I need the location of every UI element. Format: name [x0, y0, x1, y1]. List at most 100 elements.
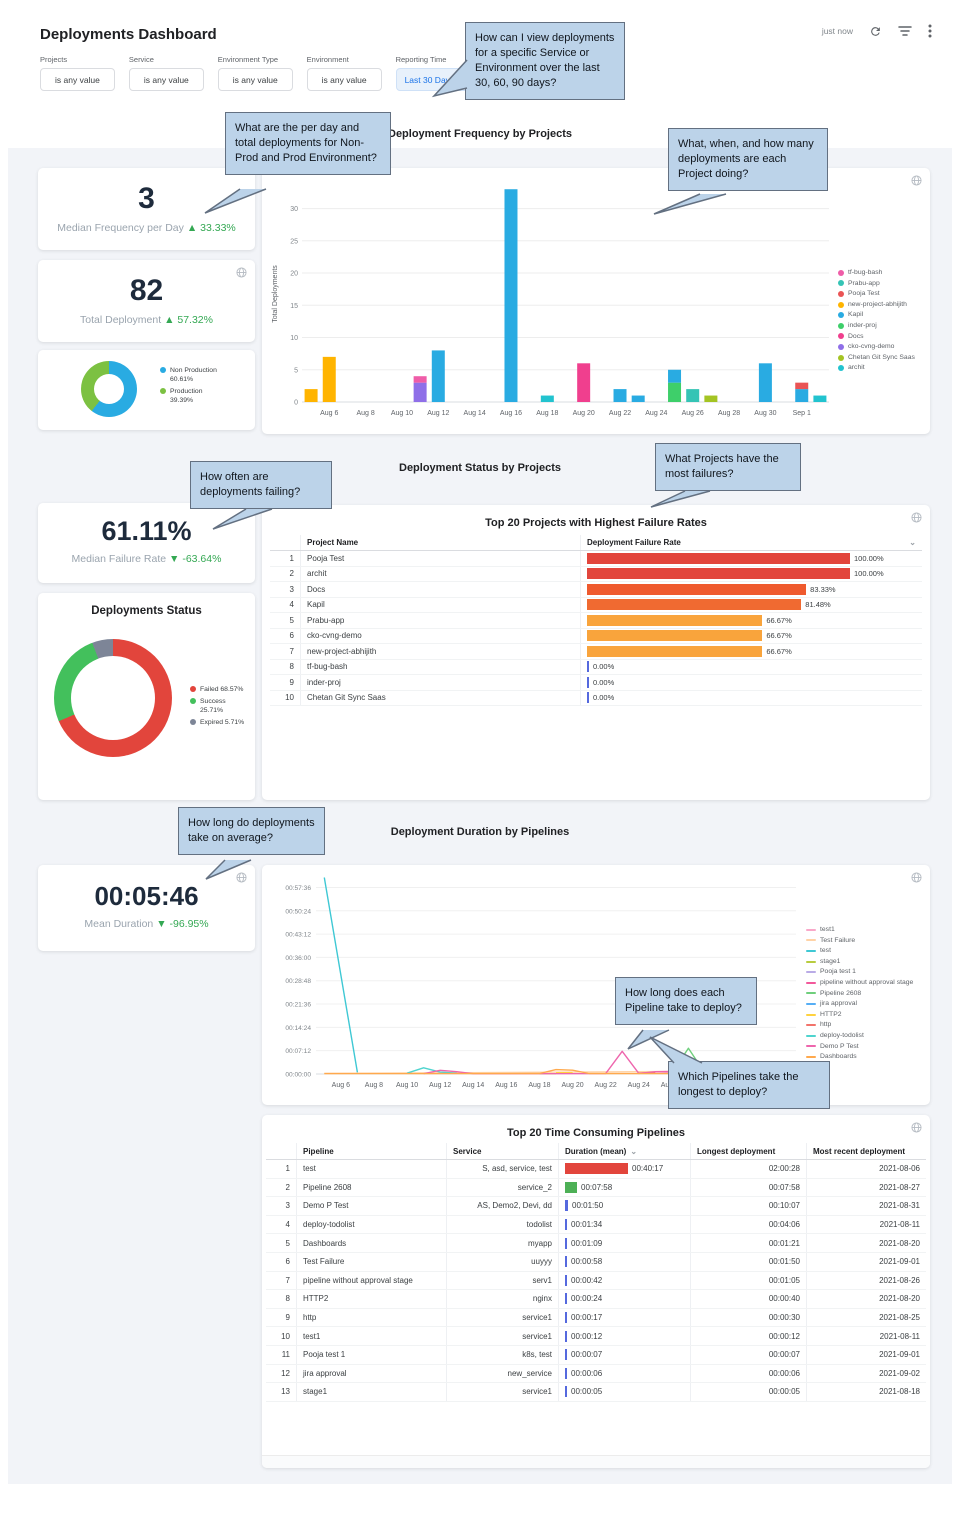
bar-segment[interactable]	[540, 395, 554, 402]
pipeline-cell: http	[296, 1308, 446, 1327]
bar-segment[interactable]	[704, 395, 718, 402]
failure-table-row[interactable]: 9 inder-proj 0.00%	[270, 675, 922, 691]
filter-icon[interactable]	[898, 25, 912, 37]
status-legend-item[interactable]: Expired 5.71%	[190, 718, 248, 727]
env-legend-item[interactable]: Non Production 60.61%	[160, 366, 218, 384]
pipelines-table-row[interactable]: 5 Dashboards myapp 00:01:09 00:01:21 2021-08-…	[266, 1234, 926, 1253]
pipelines-table-row[interactable]: 9 http service1 00:00:17 00:00:30 2021-08-25	[266, 1308, 926, 1328]
pipelines-table-row[interactable]: 4 deploy-todolist todolist 00:01:34 00:04:06…	[266, 1215, 926, 1235]
globe-icon[interactable]	[911, 512, 922, 523]
globe-icon[interactable]	[911, 872, 922, 883]
pipelines-table-row[interactable]: 7 pipeline without approval stage serv1 00:…	[266, 1271, 926, 1291]
status-legend-item[interactable]: Success 25.71%	[190, 697, 248, 715]
bar-legend-item[interactable]: Kapil	[838, 310, 930, 320]
bar-segment[interactable]	[795, 389, 809, 402]
project-name-cell: Prabu-app	[300, 613, 580, 628]
filter-value-box[interactable]: is any value	[40, 68, 115, 91]
line-legend-item[interactable]: http	[806, 1020, 928, 1030]
bar-segment[interactable]	[577, 363, 591, 402]
failure-table-row[interactable]: 2 archit 100.00%	[270, 566, 922, 582]
header-failure-rate[interactable]: Deployment Failure Rate ⌄	[580, 535, 922, 550]
bar-segment[interactable]	[668, 369, 682, 383]
line-legend-item[interactable]: pipeline without approval stage	[806, 978, 928, 988]
header-project-name[interactable]: Project Name	[300, 535, 580, 550]
bar-segment[interactable]	[795, 382, 809, 390]
header-longest-deployment[interactable]: Longest deployment	[690, 1143, 806, 1159]
bar-legend-item[interactable]: archit	[838, 363, 930, 373]
svg-text:Aug 8: Aug 8	[356, 410, 374, 417]
pipelines-table-row[interactable]: 1 test S, asd, service, test 00:40:17 02:00:…	[266, 1160, 926, 1179]
line-legend-item[interactable]: Demo P Test	[806, 1042, 928, 1052]
failure-table-row[interactable]: 6 cko-cvng-demo 66.67%	[270, 628, 922, 644]
filter-value-box[interactable]: is any value	[128, 68, 204, 91]
globe-icon[interactable]	[236, 872, 247, 883]
bar-legend-item[interactable]: Prabu-app	[838, 279, 930, 289]
pipelines-table-row[interactable]: 13 stage1 service1 00:00:05 00:00:05 2021-08-…	[266, 1383, 926, 1402]
bar-legend-item[interactable]: Docs	[838, 332, 930, 342]
bar-segment[interactable]	[504, 189, 518, 402]
globe-icon[interactable]	[911, 1122, 922, 1133]
bar-legend-item[interactable]: new-project-abhijith	[838, 300, 930, 310]
kebab-menu-icon[interactable]	[928, 24, 932, 38]
line-legend-item[interactable]: Dashboards	[806, 1052, 928, 1062]
bar-segment[interactable]	[431, 350, 445, 402]
failure-table-row[interactable]: 8 tf-bug-bash 0.00%	[270, 659, 922, 675]
failure-table-row[interactable]: 1 Pooja Test 100.00%	[270, 551, 922, 567]
bar-legend-item[interactable]: Pooja Test	[838, 289, 930, 299]
filter-value-box[interactable]: is any value	[217, 68, 293, 91]
pipelines-table-row[interactable]: 11 Pooja test 1 k8s, test 00:00:07 00:00:07 2…	[266, 1345, 926, 1365]
line-legend-item[interactable]: deploy-todolist	[806, 1031, 928, 1041]
bar-segment[interactable]	[668, 382, 682, 402]
line-legend-item[interactable]: Pipeline 2608	[806, 989, 928, 999]
header-duration-mean[interactable]: Duration (mean) ⌄	[558, 1143, 690, 1159]
line-legend-item[interactable]: stage1	[806, 957, 928, 967]
bar-segment[interactable]	[813, 395, 827, 402]
bar-legend-item[interactable]: Chetan Git Sync Saas	[838, 353, 930, 363]
pipelines-table-row[interactable]: 6 Test Failure uuyyy 00:00:58 00:01:50 2021-0…	[266, 1252, 926, 1272]
bar-segment[interactable]	[613, 389, 627, 402]
duration-mean-cell: 00:01:34	[558, 1215, 690, 1234]
svg-text:Aug 10: Aug 10	[396, 1082, 418, 1089]
failure-table-title: Top 20 Projects with Highest Failure Rat…	[485, 517, 707, 529]
globe-icon[interactable]	[911, 175, 922, 186]
bar-legend-item[interactable]: tf-bug-bash	[838, 268, 930, 278]
bar-segment[interactable]	[413, 376, 427, 383]
env-legend-item[interactable]: Production 39.39%	[160, 387, 218, 405]
line-legend-item[interactable]: test1	[806, 925, 928, 935]
pipelines-table-row[interactable]: 12 jira approval new_service 00:00:06 00:00:…	[266, 1364, 926, 1384]
line-legend-item[interactable]: test	[806, 946, 928, 956]
header-pipeline[interactable]: Pipeline	[296, 1143, 446, 1159]
longest-deployment-cell: 00:00:40	[690, 1290, 806, 1308]
pipelines-table-row[interactable]: 3 Demo P Test AS, Demo2, Devi, dd 00:01:50 0…	[266, 1197, 926, 1216]
bar-segment[interactable]	[758, 363, 772, 402]
header-service[interactable]: Service	[446, 1143, 558, 1159]
failure-table-row[interactable]: 10 Chetan Git Sync Saas 0.00%	[270, 690, 922, 706]
failure-rate-value: 0.00%	[593, 693, 615, 703]
pipelines-table-row[interactable]: 2 Pipeline 2608 service_2 00:07:58 00:07:58 2…	[266, 1178, 926, 1198]
bar-segment[interactable]	[322, 356, 336, 402]
line-legend-item[interactable]: HTTP2	[806, 1010, 928, 1020]
status-legend-item[interactable]: Failed 68.57%	[190, 685, 248, 694]
line-legend-item[interactable]: jira approval	[806, 999, 928, 1009]
line-legend-item[interactable]: Pooja test 1	[806, 967, 928, 977]
pipelines-table-row[interactable]: 8 HTTP2 nginx 00:00:24 00:00:40 2021-08-20	[266, 1290, 926, 1309]
pipelines-table-row[interactable]: 10 test1 service1 00:00:12 00:00:12 2021-08-1…	[266, 1327, 926, 1346]
bar-legend-item[interactable]: inder-proj	[838, 321, 930, 331]
duration-bar	[565, 1181, 577, 1193]
bar-legend-item[interactable]: cko-cvng-demo	[838, 342, 930, 352]
service-cell: serv1	[446, 1271, 558, 1290]
globe-icon[interactable]	[236, 267, 247, 278]
failure-table-row[interactable]: 5 Prabu-app 66.67%	[270, 613, 922, 629]
refresh-icon[interactable]	[869, 25, 882, 38]
filter-value-box[interactable]: is any value	[306, 68, 382, 91]
svg-text:00:43:12: 00:43:12	[285, 932, 311, 939]
bar-segment[interactable]	[686, 389, 700, 402]
header-most-recent-deployment[interactable]: Most recent deployment	[806, 1143, 926, 1159]
failure-table-row[interactable]: 4 Kapil 81.48%	[270, 597, 922, 613]
failure-table-row[interactable]: 3 Docs 83.33%	[270, 582, 922, 598]
bar-segment[interactable]	[631, 395, 645, 402]
bar-segment[interactable]	[413, 382, 427, 402]
line-legend-item[interactable]: Test Failure	[806, 936, 928, 946]
bar-segment[interactable]	[304, 389, 318, 402]
failure-table-row[interactable]: 7 new-project-abhijith 66.67%	[270, 644, 922, 660]
